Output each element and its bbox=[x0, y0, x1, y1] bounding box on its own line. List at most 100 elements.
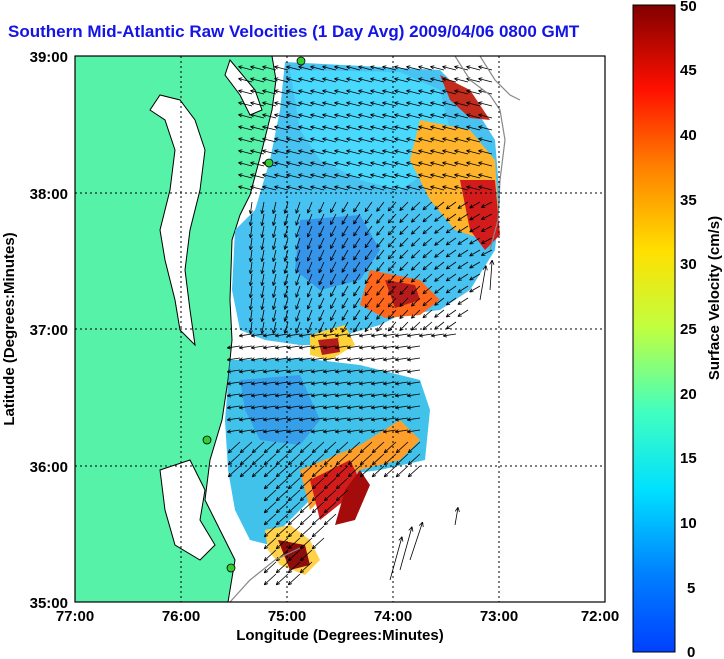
velocity-arrow bbox=[299, 453, 313, 466]
velocity-arrow bbox=[399, 213, 409, 224]
velocity-arrow bbox=[434, 297, 445, 306]
velocity-arrow bbox=[346, 429, 361, 434]
velocity-arrow bbox=[410, 297, 421, 307]
velocity-arrow bbox=[410, 249, 421, 259]
velocity-arrow bbox=[399, 526, 414, 571]
velocity-arrow bbox=[322, 149, 337, 155]
velocity-arrow bbox=[358, 185, 373, 191]
velocity-arrow bbox=[434, 285, 445, 294]
velocity-arrow bbox=[406, 161, 421, 167]
velocity-arrow bbox=[262, 77, 277, 83]
velocity-arrow bbox=[322, 429, 337, 434]
velocity-arrow bbox=[318, 261, 325, 274]
velocity-arrow bbox=[394, 173, 409, 179]
velocity-arrow bbox=[262, 345, 277, 350]
velocity-arrow bbox=[335, 465, 349, 478]
velocity-arrow bbox=[298, 381, 313, 386]
colorbar-tick-label: 10 bbox=[680, 515, 697, 532]
velocity-arrow bbox=[295, 237, 301, 250]
velocity-arrow bbox=[272, 237, 277, 250]
velocity-arrow bbox=[382, 393, 397, 398]
velocity-arrow bbox=[310, 405, 325, 410]
velocity-arrow bbox=[442, 65, 457, 71]
velocity-arrow bbox=[226, 357, 241, 362]
velocity-arrow bbox=[370, 417, 385, 422]
velocity-arrow bbox=[238, 137, 253, 143]
velocity-arrow bbox=[382, 113, 397, 119]
velocity-arrow bbox=[286, 393, 301, 398]
velocity-arrow bbox=[322, 345, 337, 350]
velocity-arrow bbox=[274, 89, 289, 95]
velocity-arrow bbox=[263, 465, 277, 478]
velocity-arrow bbox=[275, 573, 289, 586]
velocity-arrow bbox=[334, 393, 349, 398]
velocity-arrow bbox=[466, 101, 481, 107]
velocity-arrow bbox=[226, 345, 241, 350]
velocity-arrow bbox=[295, 321, 301, 334]
velocity-arrow bbox=[445, 285, 457, 294]
velocity-arrow bbox=[418, 101, 433, 107]
velocity-arrow bbox=[358, 357, 373, 362]
velocity-arrow bbox=[353, 285, 361, 297]
velocity-arrow bbox=[306, 249, 313, 262]
colorbar-tick-label: 0 bbox=[687, 644, 695, 659]
velocity-arrow bbox=[406, 125, 421, 131]
velocity-arrow bbox=[382, 185, 397, 191]
velocity-arrow bbox=[376, 321, 385, 332]
velocity-arrow bbox=[422, 309, 433, 319]
velocity-arrow bbox=[442, 333, 457, 338]
velocity-arrow bbox=[394, 405, 409, 410]
velocity-arrow bbox=[422, 201, 433, 211]
velocity-arrow bbox=[364, 285, 373, 297]
velocity-arrow bbox=[322, 101, 337, 107]
velocity-arrow bbox=[358, 137, 373, 143]
velocity-arrow bbox=[306, 273, 313, 286]
velocity-arrow bbox=[274, 65, 289, 71]
velocity-arrow bbox=[262, 381, 277, 386]
velocity-arrow bbox=[370, 125, 385, 131]
velocity-arrow bbox=[346, 381, 361, 386]
velocity-arrow bbox=[262, 149, 277, 155]
velocity-arrow bbox=[409, 521, 424, 561]
velocity-arrow bbox=[299, 561, 313, 574]
velocity-arrow bbox=[399, 309, 409, 320]
velocity-arrow bbox=[262, 137, 277, 143]
velocity-arrow bbox=[359, 465, 373, 478]
velocity-arrow bbox=[248, 237, 253, 251]
velocity-arrow bbox=[323, 489, 337, 502]
velocity-arrow bbox=[481, 237, 493, 244]
velocity-arrow bbox=[287, 573, 301, 586]
velocity-arrow bbox=[383, 465, 397, 478]
velocity-arrow bbox=[274, 345, 289, 350]
velocity-arrow bbox=[322, 357, 337, 362]
velocity-arrow bbox=[358, 345, 373, 350]
velocity-arrow bbox=[274, 357, 289, 362]
velocity-arrow bbox=[469, 285, 481, 293]
velocity-arrow bbox=[250, 429, 265, 434]
velocity-arrow bbox=[341, 201, 349, 213]
velocity-arrow bbox=[274, 137, 289, 143]
velocity-arrow bbox=[341, 297, 349, 309]
velocity-arrow bbox=[370, 369, 385, 374]
velocity-arrow bbox=[442, 161, 457, 167]
velocity-arrow bbox=[454, 125, 469, 131]
velocity-arrow bbox=[306, 285, 313, 298]
velocity-arrow bbox=[418, 89, 433, 95]
velocity-arrow bbox=[346, 185, 361, 191]
velocity-arrow bbox=[298, 369, 313, 374]
velocity-arrow bbox=[478, 89, 493, 95]
velocity-arrow bbox=[295, 261, 301, 274]
velocity-arrow bbox=[469, 273, 481, 281]
velocity-arrow bbox=[286, 345, 301, 350]
velocity-arrow bbox=[430, 185, 445, 191]
velocity-arrow bbox=[478, 65, 493, 71]
velocity-arrow bbox=[394, 381, 409, 386]
velocity-arrow bbox=[341, 273, 349, 285]
velocity-arrow bbox=[250, 77, 265, 83]
velocity-arrow bbox=[272, 261, 277, 274]
velocity-arrow bbox=[394, 357, 409, 362]
velocity-arrow bbox=[445, 309, 457, 318]
velocity-arrow bbox=[430, 65, 445, 71]
velocity-arrow bbox=[406, 137, 421, 143]
velocity-arrow bbox=[346, 333, 361, 338]
